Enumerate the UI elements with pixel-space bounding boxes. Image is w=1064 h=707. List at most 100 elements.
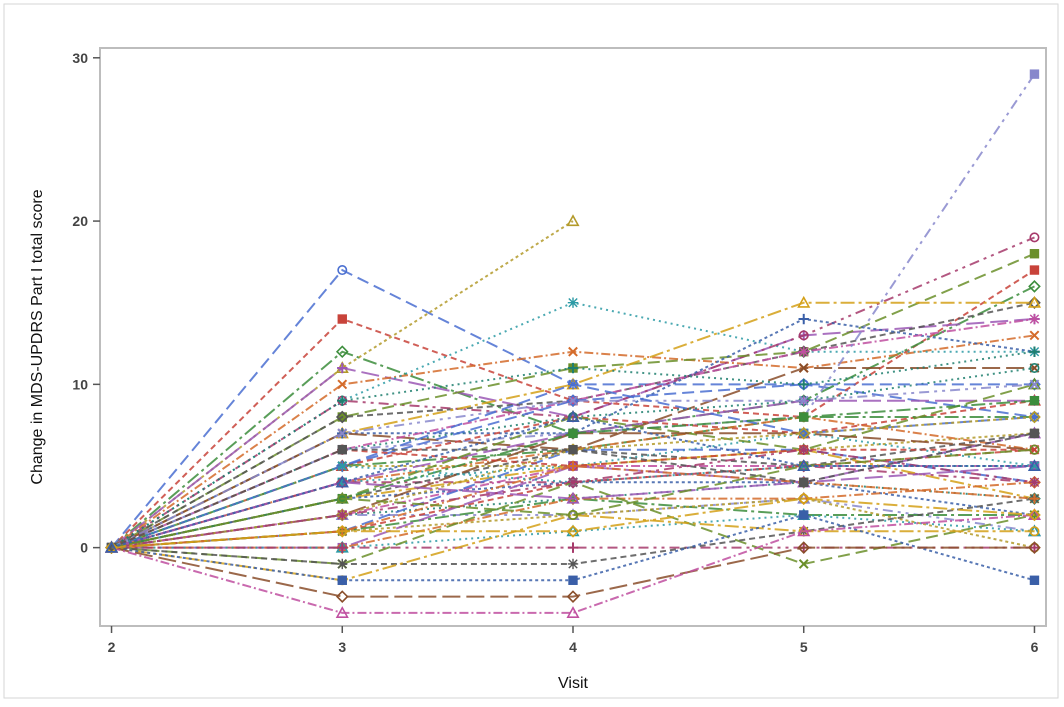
data-point <box>335 475 349 489</box>
data-point <box>1029 379 1040 390</box>
data-point <box>797 427 811 440</box>
data-point <box>799 477 809 488</box>
data-point <box>1029 395 1040 406</box>
data-point <box>568 444 578 455</box>
x-tick-label: 2 <box>108 639 116 655</box>
data-point <box>798 363 809 373</box>
data-point <box>798 444 809 455</box>
data-point <box>337 395 348 406</box>
series-line <box>111 432 1035 549</box>
data-point <box>567 297 579 308</box>
y-tick-label: 30 <box>72 50 88 66</box>
data-point <box>1028 508 1041 522</box>
y-tick-label: 10 <box>72 376 88 392</box>
data-point <box>337 444 347 455</box>
series-line <box>111 464 1035 549</box>
x-axis-label: Visit <box>558 675 588 692</box>
data-point <box>335 524 349 538</box>
data-point <box>1028 541 1041 554</box>
data-point <box>1029 265 1040 275</box>
y-axis-label: Change in MDS-UPDRS Part I total score <box>29 189 46 484</box>
data-point <box>1029 526 1040 537</box>
data-point <box>1029 428 1040 439</box>
data-point <box>337 509 348 521</box>
series-line <box>111 546 1035 598</box>
series-60 <box>104 410 1042 553</box>
data-point <box>1028 280 1041 293</box>
data-point <box>1027 295 1042 308</box>
x-tick-label: 5 <box>800 639 808 655</box>
data-point <box>566 524 580 538</box>
data-point <box>1029 249 1040 259</box>
data-point <box>1029 69 1040 79</box>
data-point <box>1029 346 1040 357</box>
data-point <box>566 606 580 618</box>
y-tick-label: 0 <box>80 540 88 556</box>
data-point <box>1029 411 1040 423</box>
data-point <box>566 590 580 603</box>
data-point <box>797 541 811 554</box>
data-point <box>798 313 809 325</box>
data-point <box>798 379 809 390</box>
data-point <box>567 509 578 520</box>
data-point <box>797 524 811 537</box>
series-line <box>111 513 1035 582</box>
data-point <box>1029 575 1040 585</box>
data-point <box>335 590 349 603</box>
data-point <box>797 492 811 505</box>
data-point <box>567 542 579 553</box>
data-point <box>1029 363 1040 374</box>
data-point <box>566 214 580 227</box>
data-point <box>566 491 580 504</box>
data-point <box>798 395 809 406</box>
data-point <box>337 493 348 504</box>
data-point <box>337 265 348 276</box>
data-point <box>1029 330 1040 341</box>
data-point <box>567 558 579 570</box>
series-line <box>111 367 1035 549</box>
data-point <box>567 362 579 374</box>
data-point <box>797 459 811 471</box>
axis-layer: 2 3 4 5 6 0 10 20 30 <box>72 50 1038 655</box>
data-point <box>1029 477 1040 488</box>
data-point <box>105 541 118 554</box>
series-line <box>111 514 1035 614</box>
data-point <box>568 575 578 585</box>
series-line <box>111 301 1035 549</box>
data-point <box>1027 459 1042 471</box>
data-point <box>799 510 809 520</box>
data-point <box>567 460 579 472</box>
series-layer <box>104 69 1042 618</box>
data-point <box>566 410 580 423</box>
data-point <box>1027 377 1042 390</box>
outer-border <box>3 3 1059 699</box>
series-line <box>110 285 1035 549</box>
data-point <box>1029 232 1040 243</box>
y-tick-label: 20 <box>72 213 88 229</box>
series-line <box>110 269 1036 549</box>
series-line <box>111 497 1035 549</box>
data-point <box>337 379 348 390</box>
data-point <box>1028 296 1041 310</box>
series-line <box>111 416 1035 549</box>
data-point <box>1029 444 1040 455</box>
data-point <box>337 542 348 553</box>
data-point <box>797 295 811 308</box>
data-point <box>568 428 578 439</box>
data-point <box>566 394 580 408</box>
series-line <box>111 252 1035 549</box>
x-tick-label: 3 <box>338 639 346 655</box>
data-point <box>1028 410 1041 424</box>
data-point <box>335 410 349 424</box>
series-line <box>111 415 1035 549</box>
series-59 <box>105 492 1041 554</box>
data-point <box>1029 461 1040 471</box>
data-point <box>337 575 347 585</box>
series-line <box>111 318 1035 549</box>
series-line <box>111 497 1035 549</box>
data-point <box>799 412 809 422</box>
data-point <box>568 395 578 406</box>
data-point <box>335 606 349 618</box>
